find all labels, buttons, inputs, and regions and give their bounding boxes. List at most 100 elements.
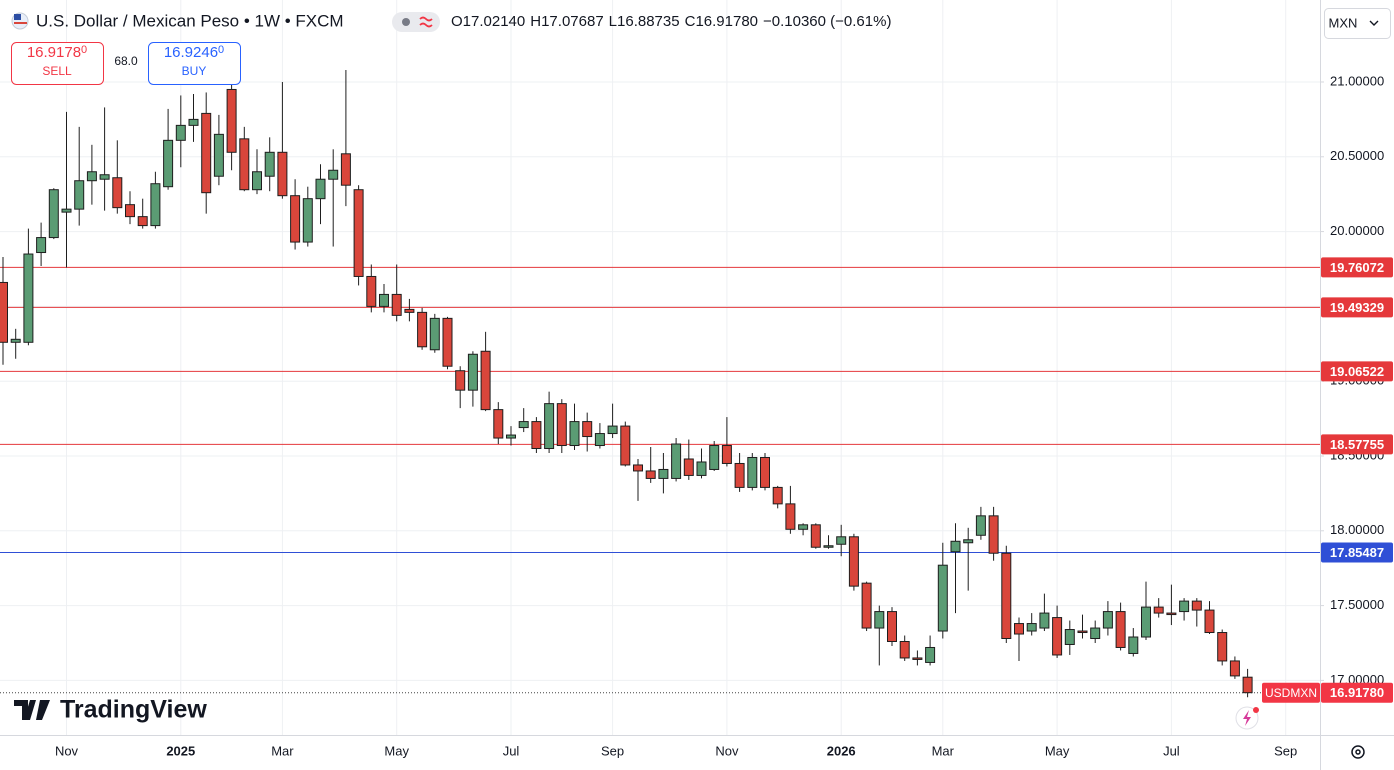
header: U.S. Dollar / Mexican Peso • 1W • FXCM O… — [11, 11, 891, 32]
candle-body — [1039, 612, 1050, 629]
candle-body — [353, 189, 364, 277]
candle-body — [163, 139, 174, 188]
buy-price-pip: 0 — [218, 44, 224, 56]
candle-body — [1115, 611, 1126, 648]
ohlc-value: 16.91780 — [695, 13, 758, 30]
candle-body — [201, 112, 212, 194]
candle-body — [188, 118, 199, 126]
candle-body — [683, 458, 694, 476]
candle-body — [36, 237, 47, 254]
candle-body — [290, 195, 301, 243]
sell-price-pip: 0 — [81, 44, 87, 56]
candle-body — [1077, 630, 1088, 634]
symbol-title: U.S. Dollar / Mexican Peso • 1W • FXCM — [36, 11, 344, 30]
level-tag-label: 19.06522 — [1330, 364, 1384, 379]
candle-body — [404, 308, 415, 313]
alert-bolt — [1243, 710, 1251, 726]
settings-icon[interactable] — [1351, 745, 1365, 759]
x-tick-label: 2026 — [827, 743, 856, 758]
candle-body — [1064, 629, 1075, 645]
level-tag — [1321, 434, 1393, 455]
candle-body — [696, 461, 707, 476]
level-tag-label: 17.85487 — [1330, 545, 1384, 560]
candle-body — [74, 180, 85, 210]
candle-body — [226, 88, 237, 153]
candle-body — [1014, 623, 1024, 635]
buy-label: BUY — [182, 64, 207, 78]
candle-body — [213, 133, 224, 177]
y-tick-label: 20.00000 — [1330, 223, 1384, 238]
candle-body — [506, 434, 516, 439]
y-tick-label: 18.00000 — [1330, 522, 1384, 537]
levels — [0, 266, 1320, 694]
currency-caret — [1369, 20, 1379, 26]
candle-body — [848, 536, 859, 587]
candle-body — [747, 456, 758, 488]
candle-body — [1217, 632, 1228, 662]
y-tick-label: 20.50000 — [1330, 148, 1384, 163]
candle-body — [1242, 676, 1253, 694]
candle-body — [467, 353, 478, 391]
candle-body — [569, 421, 580, 447]
candle-body — [150, 183, 161, 227]
x-tick-label: Nov — [55, 743, 79, 758]
sell-price: 16.91780 — [27, 44, 87, 61]
candle-body — [1229, 660, 1240, 677]
x-tick-label: Jul — [1163, 743, 1180, 758]
candle-body — [772, 486, 783, 505]
last-price-label: 16.91780 — [1330, 685, 1384, 700]
candle-body — [594, 433, 605, 447]
level-tag-label: 18.57755 — [1330, 437, 1384, 452]
candle-body — [988, 515, 999, 554]
level-tag-label: 19.49329 — [1330, 300, 1384, 315]
level-tag — [1321, 361, 1393, 382]
candle-body — [518, 421, 529, 429]
candle-body — [925, 646, 936, 663]
candle-body — [379, 293, 389, 307]
price-tags: 19.76072 19.49329 19.06522 18.57755 17.85487… — [1262, 257, 1393, 703]
candle-body — [607, 425, 618, 435]
last-price-tag — [1321, 682, 1393, 703]
buy-price-main: 16.9246 — [164, 44, 218, 61]
candle-body — [937, 564, 948, 632]
candle-body — [1153, 606, 1164, 614]
x-tick-label: Nov — [715, 743, 739, 758]
candle-body — [125, 204, 135, 218]
y-tick-label: 21.00000 — [1330, 73, 1384, 88]
candle-body — [315, 178, 326, 200]
candle-body — [391, 293, 402, 316]
candle-body — [645, 470, 656, 479]
ohlc-key: L — [609, 13, 617, 30]
candle-body — [442, 317, 453, 367]
currency-button[interactable] — [1324, 8, 1391, 39]
candle-body — [1090, 627, 1101, 640]
candles — [0, 70, 1253, 698]
indicator-pill[interactable] — [392, 12, 440, 32]
candle-body — [658, 468, 669, 479]
candle-body — [340, 153, 351, 186]
sell-label: SELL — [42, 64, 72, 78]
candle-body — [252, 171, 262, 191]
candle-body — [175, 124, 186, 141]
candle-body — [429, 317, 440, 351]
ohlc-readout: O17.02140 H17.07687 L16.88735 C16.91780 −0.1… — [451, 13, 891, 30]
candle-body — [633, 464, 643, 472]
sell-button[interactable] — [11, 42, 104, 85]
candle-body — [899, 640, 910, 659]
candle-body — [709, 445, 720, 470]
buy-button[interactable] — [148, 42, 241, 85]
candle-body — [963, 539, 974, 544]
x-tick-label: Jul — [503, 743, 520, 758]
candle-body — [1166, 612, 1177, 616]
candle-body — [264, 151, 275, 177]
pill-dot — [402, 18, 410, 26]
trade-panel: 16.91780 SELL 68.0 16.92460 BUY — [11, 42, 241, 85]
candle-body — [861, 582, 872, 629]
candle-body — [734, 462, 745, 488]
candle-body — [1052, 617, 1063, 656]
candle-body — [1191, 600, 1202, 611]
candle-body — [798, 524, 809, 530]
y-tick-label: 17.50000 — [1330, 597, 1384, 612]
